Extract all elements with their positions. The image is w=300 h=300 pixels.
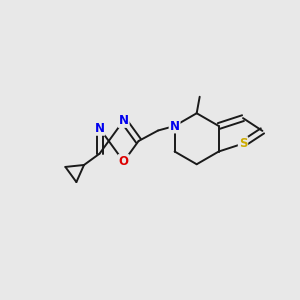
Text: O: O [119, 155, 129, 168]
Text: N: N [119, 114, 129, 127]
Text: N: N [169, 119, 180, 133]
Text: N: N [94, 122, 104, 135]
Text: S: S [239, 137, 247, 150]
